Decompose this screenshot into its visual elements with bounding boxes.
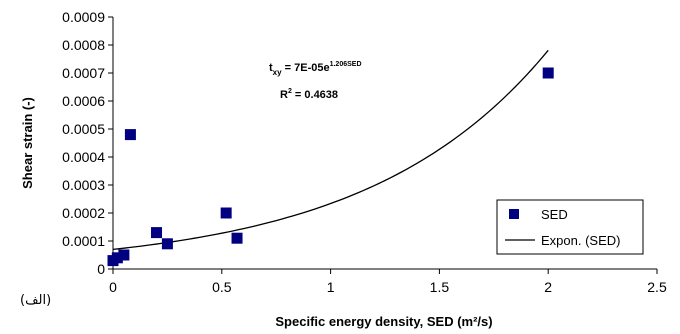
figure-label: (الف) (20, 293, 52, 308)
equation-label: txy = 7E-05e1.206SED (269, 61, 362, 77)
y-tick-label: 0.0005 (62, 121, 105, 137)
data-point (118, 249, 130, 261)
y-axis-ticks: 0 0.0001 0.0002 0.0003 0.0004 0.0005 0.0006 0.0… (62, 9, 113, 277)
legend-label-trend: Expon. (SED) (541, 233, 620, 248)
trendline-group (112, 49, 549, 251)
y-tick-label: 0.0003 (62, 177, 105, 193)
data-point (220, 207, 232, 219)
data-point (124, 129, 136, 141)
x-tick-label: 0.5 (212, 279, 232, 295)
legend-marker-sed (509, 209, 519, 219)
r-squared-label: R2 = 0.4638 (280, 88, 338, 101)
x-tick-label: 1.5 (430, 279, 450, 295)
y-tick-label: 0.0001 (62, 233, 105, 249)
y-axis-title: Shear strain (-) (20, 97, 35, 189)
x-tick-label: 1 (327, 279, 335, 295)
plot-axes (112, 17, 657, 270)
y-tick-label: 0.0006 (62, 93, 105, 109)
data-point (161, 238, 173, 250)
data-point (151, 227, 163, 239)
y-tick-label: 0.0008 (62, 37, 105, 53)
y-tick-label: 0.0007 (62, 65, 105, 81)
x-tick-label: 2.5 (647, 279, 667, 295)
legend-box (496, 199, 644, 255)
legend-label-sed: SED (541, 207, 568, 222)
x-axis-title: Specific energy density, SED (m²/s) (275, 314, 492, 329)
x-tick-label: 2 (544, 279, 552, 295)
y-tick-label: 0 (97, 261, 105, 277)
exponential-trendline (112, 49, 549, 251)
data-point (111, 252, 123, 264)
x-axis-ticks: 0 0.5 1 1.5 2 2.5 (109, 269, 667, 295)
y-tick-label: 0.0004 (62, 149, 105, 165)
data-point (542, 67, 554, 79)
chart-legend: SED Expon. (SED) (496, 199, 644, 255)
y-tick-label: 0.0002 (62, 205, 105, 221)
data-point (231, 232, 243, 244)
x-tick-label: 0 (109, 279, 117, 295)
y-tick-label: 0.0009 (62, 9, 105, 25)
data-points (107, 67, 554, 267)
